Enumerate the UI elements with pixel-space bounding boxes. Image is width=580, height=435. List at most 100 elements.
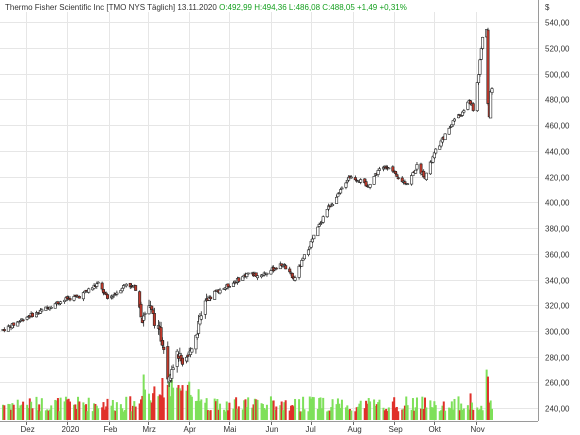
candle-body (120, 287, 124, 292)
x-tick-label: Sep (389, 425, 404, 434)
volume-bar (129, 396, 132, 420)
candle (115, 290, 119, 297)
volume-bar (94, 404, 97, 420)
candle-body (59, 301, 63, 304)
x-tick-label: Aug (348, 425, 362, 434)
volume-bar (280, 401, 283, 420)
volume-bar (480, 405, 483, 420)
volume-bar (36, 410, 39, 420)
volume-bar (75, 409, 78, 420)
volume-bar (95, 405, 98, 420)
y-tick-label: 240,00 (545, 405, 570, 414)
candle-body (53, 303, 57, 309)
close-value: 488,05 (330, 3, 355, 12)
volume-bar (38, 404, 41, 420)
y-tick-label: 420,00 (545, 174, 570, 183)
candle-body (486, 29, 490, 104)
ohlc-values: O:492,99 H:494,36 L:486,08 C:488,05 +1,4… (219, 3, 407, 12)
candle (489, 89, 493, 119)
candle-body (152, 313, 156, 326)
volume-bar (236, 408, 239, 420)
volume-bar (190, 396, 193, 420)
candle-body (185, 356, 189, 362)
candle-body (438, 145, 442, 150)
volume-bar (414, 407, 417, 420)
volume-bar (86, 411, 89, 420)
instrument-ticker: [TMO NYS Täglich] (106, 3, 176, 12)
volume-bar (196, 400, 199, 420)
candle (209, 295, 213, 302)
volume-bar (340, 399, 343, 420)
candle-body (344, 182, 348, 188)
candle-body (339, 189, 343, 194)
chart-header: Thermo Fisher Scientific Inc [TMO NYS Tä… (5, 3, 407, 12)
volume-bar (322, 397, 325, 420)
candle-body (310, 238, 314, 243)
candle-body (2, 329, 6, 332)
candle-body (218, 289, 222, 294)
candle-body (12, 322, 16, 326)
candle-body (40, 309, 44, 312)
volume-bar (460, 403, 463, 420)
high-label: H: (254, 3, 263, 12)
candle-body (411, 172, 415, 177)
volume-bar (48, 409, 51, 420)
candle-body (139, 303, 143, 318)
candle-body (111, 296, 115, 298)
candle-body (312, 234, 316, 240)
candle (256, 275, 260, 281)
candle-body (335, 196, 339, 204)
candle-body (288, 268, 292, 273)
volume-bar (78, 401, 81, 420)
volume-bar (393, 397, 396, 420)
candle-body (394, 171, 398, 174)
candle (274, 267, 278, 270)
volume-bar (20, 404, 23, 420)
volume-bar (139, 399, 142, 420)
candle (49, 305, 53, 309)
candle (359, 178, 363, 185)
volume-bar (457, 396, 460, 420)
candle (59, 300, 63, 305)
candle (231, 280, 235, 287)
candle (288, 266, 292, 273)
volume-bar (35, 396, 38, 420)
candle-body (87, 288, 91, 293)
volume-bar (106, 398, 109, 420)
candle-body (478, 59, 482, 75)
volume-bar (272, 400, 275, 420)
volume-bar (383, 410, 386, 420)
candle-body (471, 103, 475, 111)
candle-body (396, 177, 400, 180)
volume-bar (178, 388, 181, 420)
volume-bar (122, 411, 125, 420)
volume-bar (217, 409, 220, 420)
candle-body (256, 275, 260, 279)
volume-bar (119, 404, 122, 420)
volume-bar (168, 373, 171, 420)
volume-bar (429, 400, 432, 420)
volume-bar (470, 402, 473, 420)
volume-bar (369, 401, 372, 420)
volume-bar (320, 408, 323, 420)
y-tick-label: 300,00 (545, 328, 570, 337)
candle-body (115, 292, 119, 295)
volume-bar (150, 402, 153, 420)
volume-bar (440, 410, 443, 420)
volume-bar (160, 395, 163, 420)
volume-bar (449, 408, 452, 420)
volume-bar (166, 384, 169, 420)
candle (312, 234, 316, 240)
volume-bar (148, 393, 151, 420)
candle-body (203, 300, 207, 315)
volume-bar (302, 396, 305, 420)
candle-body (331, 204, 335, 207)
candle-body (434, 148, 438, 154)
grid (0, 12, 538, 421)
volume-bar (44, 410, 47, 420)
volume-bar (208, 410, 211, 420)
volume-bar (11, 403, 14, 420)
volume-bar (330, 407, 333, 420)
y-tick-label: 520,00 (545, 45, 570, 54)
